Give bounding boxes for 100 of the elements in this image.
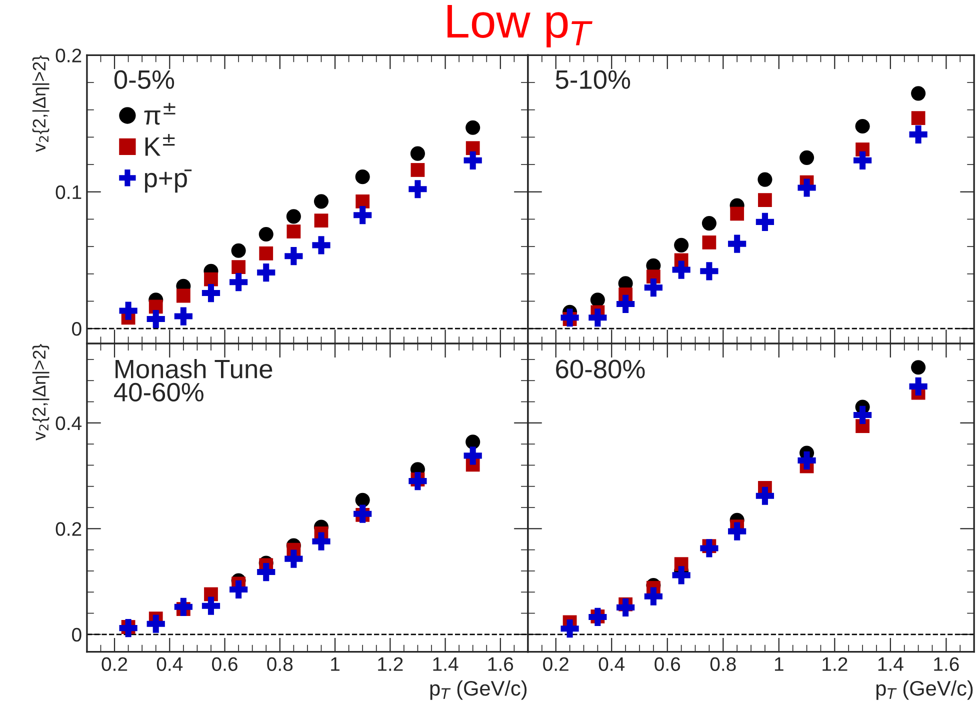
point bbox=[312, 532, 330, 550]
x-tick-label: 1 bbox=[774, 657, 784, 671]
point bbox=[855, 118, 870, 134]
point bbox=[174, 598, 192, 616]
x-tick-label: 1.2 bbox=[378, 657, 403, 671]
x-tick-label: 0.8 bbox=[267, 657, 293, 671]
point bbox=[853, 151, 872, 170]
x-tick-label: 1.2 bbox=[822, 657, 848, 671]
point bbox=[202, 284, 220, 302]
point bbox=[588, 308, 607, 327]
point bbox=[798, 178, 816, 197]
x-axis-title: p$_{T}$ (GeV/c) bbox=[876, 680, 973, 700]
x-tick-label: 1.4 bbox=[878, 657, 904, 671]
point bbox=[758, 172, 772, 187]
x-tick-label: 0.2 bbox=[102, 657, 128, 671]
point bbox=[410, 163, 425, 177]
point bbox=[355, 492, 370, 508]
point bbox=[259, 246, 274, 260]
legend-label: π$^{±}$ bbox=[144, 102, 176, 125]
point bbox=[909, 125, 928, 144]
x-tick-label: 0.6 bbox=[654, 657, 680, 671]
x-tick-label: 1 bbox=[331, 657, 340, 671]
point bbox=[174, 307, 192, 326]
point bbox=[756, 212, 774, 231]
point bbox=[230, 580, 248, 599]
point bbox=[911, 86, 926, 101]
point bbox=[408, 180, 427, 198]
point bbox=[284, 247, 303, 266]
point bbox=[674, 238, 689, 252]
point bbox=[231, 243, 246, 258]
point bbox=[466, 120, 480, 135]
point bbox=[702, 235, 716, 250]
y-tick-label: 0 bbox=[72, 628, 82, 642]
x-tick-label: 0.8 bbox=[710, 657, 736, 671]
point bbox=[355, 170, 370, 184]
point bbox=[644, 278, 662, 297]
point bbox=[314, 214, 328, 228]
point bbox=[728, 234, 746, 253]
point bbox=[672, 566, 690, 584]
point bbox=[800, 150, 814, 165]
annotation: 60-80% bbox=[556, 360, 645, 378]
point bbox=[560, 308, 579, 327]
point bbox=[588, 608, 607, 626]
point bbox=[909, 377, 928, 396]
point bbox=[730, 206, 744, 221]
point bbox=[176, 288, 190, 303]
y-tick-label: 0 bbox=[72, 322, 82, 336]
legend-label: K$^{±}$ bbox=[145, 134, 175, 156]
point bbox=[314, 194, 329, 209]
point bbox=[312, 236, 330, 254]
point bbox=[728, 522, 746, 540]
y-axis-title: v$_{2}${2,|Δη|>2} bbox=[32, 56, 50, 152]
point bbox=[257, 562, 276, 582]
annotation: 0-5% bbox=[114, 70, 174, 89]
point bbox=[230, 273, 248, 292]
y-tick-label: 0.4 bbox=[56, 416, 82, 430]
point bbox=[232, 260, 246, 274]
point bbox=[257, 263, 276, 282]
annotation: 40-60% bbox=[114, 382, 204, 402]
y-tick-label: 0.1 bbox=[56, 185, 82, 200]
point bbox=[146, 310, 165, 328]
point bbox=[258, 226, 274, 242]
y-tick-label: 0.2 bbox=[56, 48, 82, 62]
y-axis-title: v$_{2}${2,|Δη|>2} bbox=[32, 344, 50, 440]
y-tick-label: 0.2 bbox=[56, 522, 82, 536]
x-tick-label: 1.6 bbox=[488, 657, 514, 671]
x-axis-title: p$_{T}$ (GeV/c) bbox=[430, 680, 527, 700]
point bbox=[911, 111, 926, 125]
chart-title: Low p$_{T}$ bbox=[448, 5, 592, 48]
point bbox=[464, 446, 482, 465]
point bbox=[286, 209, 301, 224]
point bbox=[408, 472, 427, 490]
x-tick-label: 1.6 bbox=[934, 657, 959, 671]
x-tick-label: 0.4 bbox=[156, 657, 183, 671]
point bbox=[700, 262, 718, 280]
point bbox=[616, 598, 635, 616]
point bbox=[758, 193, 772, 207]
point bbox=[119, 302, 138, 320]
x-tick-label: 0.4 bbox=[598, 657, 625, 671]
point bbox=[644, 587, 662, 606]
point bbox=[119, 619, 138, 638]
point bbox=[464, 151, 482, 170]
point bbox=[700, 539, 718, 558]
point bbox=[560, 620, 579, 638]
point bbox=[616, 294, 635, 314]
point bbox=[354, 206, 372, 224]
point bbox=[354, 504, 372, 523]
point bbox=[756, 486, 774, 505]
point bbox=[702, 216, 716, 231]
point bbox=[284, 550, 303, 568]
point bbox=[356, 194, 370, 208]
point bbox=[853, 406, 872, 424]
point bbox=[672, 260, 690, 279]
x-tick-label: 0.2 bbox=[543, 657, 568, 671]
point bbox=[146, 614, 165, 633]
legend-label: p+p̄ bbox=[144, 170, 192, 193]
point bbox=[911, 360, 926, 375]
point bbox=[286, 224, 301, 238]
x-tick-label: 0.6 bbox=[212, 657, 238, 671]
annotation: 5-10% bbox=[556, 70, 630, 89]
